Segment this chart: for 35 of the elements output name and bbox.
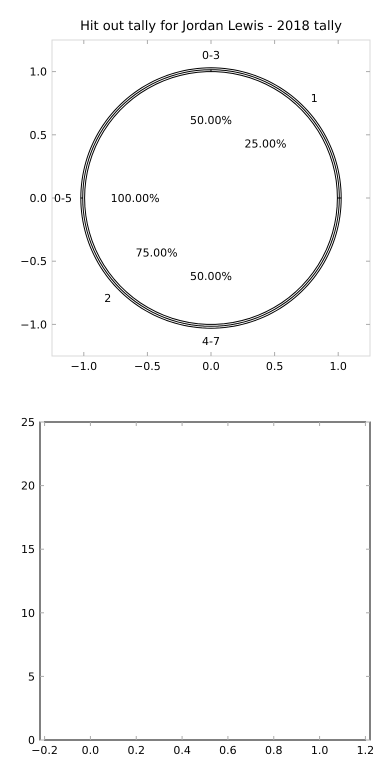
y-tick-label: 0.0	[30, 192, 47, 205]
slice-label: 0-3	[202, 48, 220, 62]
data-label: 25.00%	[244, 138, 286, 151]
x-tick-label: −1.0	[70, 360, 98, 373]
x-tick-label: 1.0	[329, 360, 347, 373]
y-tick-label: 10	[21, 606, 35, 620]
slice-label: 4-7	[202, 335, 220, 348]
x-tick-label: 0.6	[219, 744, 237, 757]
y-tick-label: 1.0	[30, 66, 47, 79]
y-tick-label: 0.5	[30, 128, 47, 142]
slice-label: 1	[310, 92, 318, 106]
slice-label: 0-5	[54, 192, 72, 205]
data-label: 75.00%	[136, 246, 178, 260]
y-tick-label: −0.5	[20, 255, 47, 268]
data-label: 50.00%	[190, 270, 232, 284]
y-tick-label: 20	[21, 480, 35, 493]
x-tick-label: 0.5	[266, 360, 284, 373]
y-tick-label: 0	[28, 734, 35, 747]
data-label: 100.00%	[110, 192, 160, 205]
y-tick-label: 15	[21, 543, 35, 556]
chart-title: Hit out tally for Jordan Lewis - 2018 tally	[80, 19, 342, 34]
x-tick-label: 0.0	[82, 744, 100, 757]
x-tick-label: 1.0	[310, 744, 328, 757]
y-tick-label: 25	[21, 416, 35, 429]
x-tick-label: −0.2	[31, 744, 58, 757]
x-tick-label: 0.0	[202, 360, 220, 373]
data-label: 50.00%	[190, 114, 232, 127]
x-tick-label: 0.4	[173, 744, 191, 757]
y-tick-label: −1.0	[20, 318, 47, 332]
y-tick-label: 5	[28, 670, 35, 684]
x-tick-label: 1.2	[356, 744, 374, 757]
x-tick-label: 0.8	[265, 744, 282, 757]
slice-label: 2	[104, 292, 112, 305]
x-tick-label: 0.2	[128, 744, 145, 757]
x-tick-label: −0.5	[134, 360, 161, 373]
